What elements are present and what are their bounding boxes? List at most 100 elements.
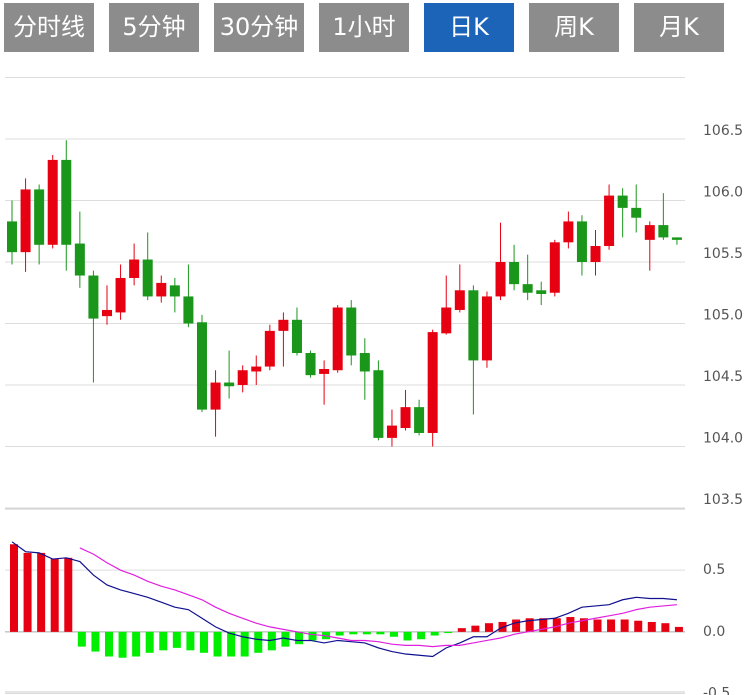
candle-body: [400, 407, 411, 429]
candle-body: [196, 322, 207, 410]
y-tick-label: 103.5: [703, 492, 743, 508]
candle-body: [169, 285, 180, 297]
candle-body: [481, 296, 492, 361]
macd-bar: [539, 618, 548, 632]
y-tick-label: 0.5: [703, 562, 725, 578]
tab[interactable]: 1小时: [319, 3, 409, 52]
candle-body: [386, 425, 397, 438]
candle-body: [631, 207, 642, 218]
macd-bar: [484, 623, 493, 632]
macd-bar: [10, 544, 18, 632]
macd-bar: [199, 631, 208, 653]
candle-body: [34, 189, 45, 245]
candle-body: [658, 225, 669, 238]
macd-bar: [172, 631, 181, 648]
macd-bar: [376, 631, 385, 635]
candle-body: [414, 407, 425, 433]
macd-bar: [294, 631, 303, 645]
candle-body: [129, 259, 140, 278]
macd-bar: [308, 631, 317, 641]
candle-body: [332, 307, 343, 371]
candle-body: [251, 366, 262, 372]
candle-body: [590, 246, 601, 262]
macd-bar: [254, 631, 263, 653]
macd-line: [11, 541, 677, 658]
candle-body: [224, 382, 235, 387]
candle-body: [604, 195, 615, 247]
candle-body: [454, 290, 465, 310]
y-tick-label: 105.0: [703, 308, 743, 324]
macd-bar: [620, 619, 629, 632]
candle-body: [441, 307, 452, 334]
y-tick-label: -0.5: [703, 686, 730, 695]
candle-body: [319, 369, 330, 374]
candle-body: [278, 319, 289, 331]
macd-bar: [91, 631, 100, 652]
macd-bar: [77, 631, 86, 647]
candle-body: [671, 237, 682, 240]
macd-bar: [512, 619, 521, 632]
y-tick-label: 104.5: [703, 369, 743, 385]
candle-body: [291, 319, 302, 354]
macd-bar: [661, 623, 670, 632]
candle-body: [427, 332, 438, 433]
macd-bar: [37, 552, 46, 632]
macd-bar: [50, 559, 59, 632]
macd-bar: [240, 631, 249, 657]
candle-body: [346, 307, 357, 356]
candle-body: [210, 382, 221, 410]
macd-bar: [213, 631, 222, 657]
y-tick-label: 104.0: [703, 431, 743, 447]
tab[interactable]: 周K: [529, 3, 619, 52]
candle-body: [359, 353, 370, 372]
macd-bar: [457, 628, 466, 632]
macd-bar: [417, 631, 426, 640]
tab[interactable]: 5分钟: [109, 3, 199, 52]
candle-body: [576, 221, 587, 262]
tab[interactable]: 月K: [634, 3, 724, 52]
candle-body: [563, 221, 574, 243]
macd-bar: [267, 631, 276, 651]
candle-body: [509, 262, 520, 285]
macd-bar: [227, 631, 236, 657]
candle-body: [47, 159, 58, 245]
candle-body: [305, 353, 316, 376]
macd-bar: [281, 631, 290, 647]
macd-bar: [579, 618, 588, 632]
macd-bar: [525, 618, 534, 632]
tab[interactable]: 日K: [424, 3, 514, 52]
macd-bar: [159, 631, 168, 651]
candle-body: [115, 277, 126, 313]
macd-bar: [64, 557, 73, 632]
candle-body: [468, 290, 479, 361]
candle-body: [373, 370, 384, 438]
macd-bar: [389, 631, 398, 637]
macd-bar: [471, 625, 480, 632]
macd-bar: [444, 631, 453, 634]
macd-bar: [186, 631, 195, 651]
candle-body: [264, 330, 275, 367]
candle-body: [7, 221, 17, 253]
macd-bar: [634, 620, 643, 632]
macd-bar: [104, 631, 113, 657]
macd-bar: [23, 552, 32, 632]
macd-bar: [335, 631, 344, 636]
macd-line: [79, 547, 677, 648]
candle-body: [617, 195, 628, 208]
macd-bar: [566, 617, 575, 632]
candle-body: [237, 370, 248, 385]
y-tick-label: 0.0: [703, 624, 725, 640]
macd-bar: [145, 631, 154, 653]
candle-body: [74, 243, 85, 276]
tab[interactable]: 分时线: [4, 3, 94, 52]
macd-bar: [430, 631, 439, 636]
y-tick-label: 106.5: [703, 123, 743, 139]
macd-bar: [593, 619, 602, 632]
macd-bar: [362, 631, 371, 635]
candle-body: [61, 159, 72, 245]
macd-bar: [118, 631, 127, 658]
candle-body: [644, 225, 655, 240]
tab[interactable]: 30分钟: [214, 3, 304, 52]
macd-bar: [552, 618, 561, 632]
